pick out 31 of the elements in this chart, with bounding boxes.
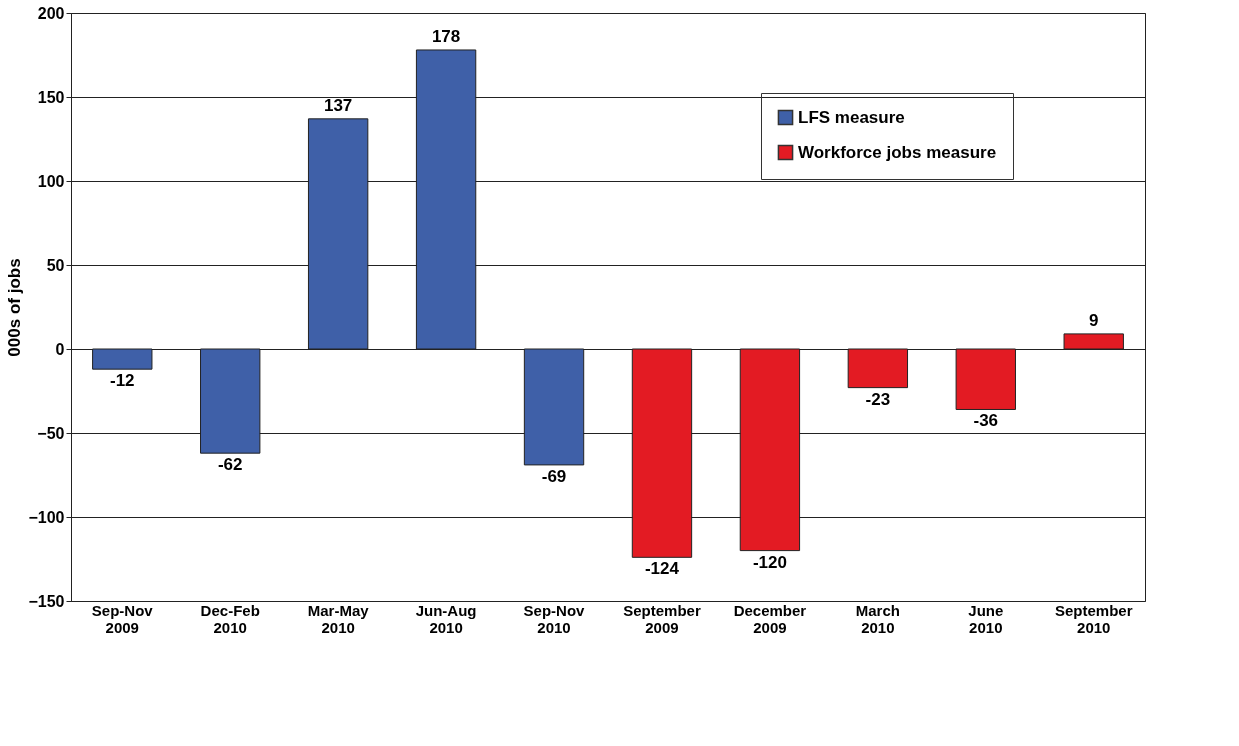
legend-label: Workforce jobs measure (798, 142, 997, 162)
data-label: 137 (323, 95, 353, 115)
data-label: -124 (644, 559, 680, 579)
x-tick-label: September 2009 (623, 601, 701, 636)
data-label: -36 (973, 411, 999, 431)
x-tick-label: Mar-May 2010 (307, 601, 370, 636)
x-tick-label: Sep-Nov 2010 (523, 601, 586, 636)
x-tick-label: Dec-Feb 2010 (200, 601, 260, 636)
y-tick-label: −50 (37, 424, 65, 442)
y-tick-label: 150 (37, 88, 65, 106)
x-tick-label: Jun-Aug 2010 (415, 601, 477, 636)
data-label: -120 (752, 552, 787, 572)
y-tick-label: 100 (37, 172, 65, 190)
y-tick-label: 200 (37, 4, 65, 22)
data-label: -69 (541, 466, 567, 486)
y-axis-title: 000s of jobs (5, 258, 25, 357)
x-tick-label: June 2010 (968, 601, 1004, 636)
data-label: 178 (431, 26, 461, 46)
data-label: 9 (1088, 310, 1099, 330)
y-tick-label: −100 (28, 508, 65, 526)
x-tick-label: Sep-Nov 2009 (91, 601, 154, 636)
x-tick-label: December 2009 (733, 601, 807, 636)
data-label: -23 (865, 389, 891, 409)
y-tick-label: 50 (46, 256, 65, 274)
data-label: -12 (109, 371, 135, 391)
x-tick-label: March 2010 (855, 601, 900, 636)
legend-label: LFS measure (798, 107, 905, 127)
x-tick-label: September 2010 (1054, 601, 1133, 636)
y-tick-label: 0 (55, 340, 65, 358)
data-label: -62 (217, 455, 243, 475)
y-tick-label: −150 (28, 592, 65, 610)
